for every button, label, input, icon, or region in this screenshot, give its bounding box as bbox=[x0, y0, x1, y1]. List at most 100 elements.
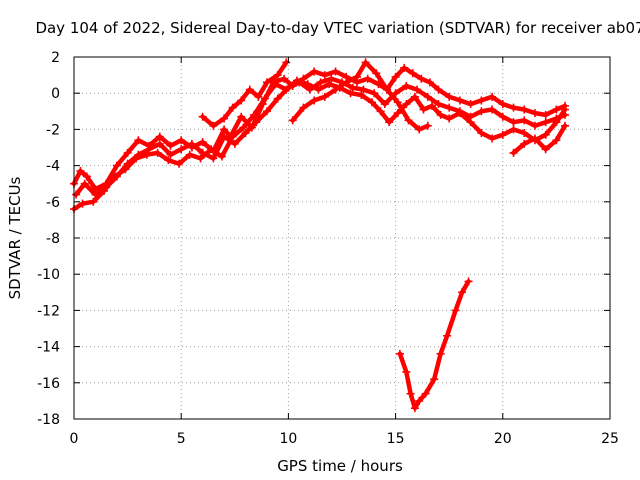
data-point-marker bbox=[445, 92, 454, 101]
y-tick-label: -4 bbox=[46, 159, 60, 175]
data-point-marker bbox=[166, 141, 175, 150]
data-point-marker bbox=[488, 105, 497, 114]
data-point-marker bbox=[520, 139, 529, 148]
x-tick-label: 15 bbox=[387, 431, 405, 447]
data-point-marker bbox=[466, 118, 475, 127]
data-point-marker bbox=[175, 159, 184, 168]
data-point-marker bbox=[520, 129, 529, 138]
data-point-marker bbox=[509, 125, 518, 134]
data-point-marker bbox=[541, 110, 550, 119]
data-point-marker bbox=[383, 85, 392, 94]
data-point-marker bbox=[331, 67, 340, 76]
data-point-marker bbox=[134, 136, 143, 145]
data-point-marker bbox=[164, 156, 173, 165]
x-axis-label: GPS time / hours bbox=[277, 457, 403, 475]
data-point-marker bbox=[327, 74, 336, 83]
data-point-marker bbox=[415, 125, 424, 134]
data-point-marker bbox=[445, 103, 454, 112]
data-point-marker bbox=[254, 92, 263, 101]
data-traces bbox=[70, 58, 569, 413]
data-point-marker bbox=[395, 349, 404, 358]
data-point-marker bbox=[368, 98, 377, 107]
data-point-marker bbox=[292, 76, 301, 85]
data-point-marker bbox=[402, 367, 411, 376]
data-point-marker bbox=[410, 404, 419, 413]
data-point-marker bbox=[361, 58, 370, 67]
data-point-marker bbox=[404, 116, 413, 125]
data-point-marker bbox=[196, 154, 205, 163]
data-point-marker bbox=[415, 396, 424, 405]
data-point-marker bbox=[530, 134, 539, 143]
data-point-marker bbox=[76, 167, 85, 176]
x-tick-label: 25 bbox=[601, 431, 619, 447]
data-point-marker bbox=[541, 145, 550, 154]
data-point-marker bbox=[402, 100, 411, 109]
data-point-marker bbox=[282, 85, 291, 94]
data-point-marker bbox=[552, 136, 561, 145]
series-line bbox=[200, 60, 289, 129]
data-point-marker bbox=[239, 123, 248, 132]
data-point-marker bbox=[271, 80, 280, 89]
data-point-marker bbox=[451, 306, 460, 315]
data-point-marker bbox=[342, 78, 351, 87]
data-point-marker bbox=[498, 130, 507, 139]
data-point-marker bbox=[359, 85, 368, 94]
data-point-marker bbox=[419, 105, 428, 114]
data-point-marker bbox=[123, 148, 132, 157]
data-point-marker bbox=[299, 103, 308, 112]
data-point-marker bbox=[110, 172, 119, 181]
data-point-marker bbox=[560, 105, 569, 114]
data-point-marker bbox=[187, 139, 196, 148]
data-point-marker bbox=[417, 74, 426, 83]
data-point-marker bbox=[220, 132, 229, 141]
x-tick-label: 10 bbox=[279, 431, 297, 447]
data-point-marker bbox=[217, 152, 226, 161]
x-tick-label: 0 bbox=[70, 431, 79, 447]
data-point-marker bbox=[121, 165, 130, 174]
data-point-marker bbox=[434, 85, 443, 94]
data-point-marker bbox=[155, 132, 164, 141]
data-point-marker bbox=[552, 118, 561, 127]
data-point-marker bbox=[153, 148, 162, 157]
data-point-marker bbox=[530, 121, 539, 130]
data-point-marker bbox=[541, 130, 550, 139]
data-point-marker bbox=[237, 112, 246, 121]
data-point-marker bbox=[541, 118, 550, 127]
data-point-marker bbox=[209, 154, 218, 163]
series-track-7 bbox=[395, 277, 473, 413]
data-point-marker bbox=[145, 145, 154, 154]
y-tick-label: -8 bbox=[46, 231, 60, 247]
data-point-marker bbox=[353, 72, 362, 81]
data-point-marker bbox=[331, 85, 340, 94]
data-point-marker bbox=[348, 83, 357, 92]
data-point-marker bbox=[177, 145, 186, 154]
data-point-marker bbox=[436, 349, 445, 358]
data-point-marker bbox=[220, 114, 229, 123]
data-point-marker bbox=[166, 150, 175, 159]
data-point-marker bbox=[228, 103, 237, 112]
data-point-marker bbox=[80, 179, 89, 188]
data-point-marker bbox=[477, 96, 486, 105]
data-point-marker bbox=[220, 125, 229, 134]
x-tick-label: 20 bbox=[494, 431, 512, 447]
data-point-marker bbox=[370, 89, 379, 98]
data-point-marker bbox=[560, 121, 569, 130]
y-tick-label: -12 bbox=[37, 303, 60, 319]
data-point-marker bbox=[430, 375, 439, 384]
data-point-marker bbox=[509, 118, 518, 127]
series-track-6 bbox=[288, 58, 432, 134]
data-point-marker bbox=[406, 389, 415, 398]
data-point-marker bbox=[273, 94, 282, 103]
data-point-marker bbox=[413, 85, 422, 94]
y-tick-label: -2 bbox=[46, 122, 60, 138]
data-point-marker bbox=[237, 96, 246, 105]
data-point-marker bbox=[310, 67, 319, 76]
data-point-marker bbox=[408, 69, 417, 78]
data-point-marker bbox=[325, 80, 334, 89]
data-point-marker bbox=[410, 92, 419, 101]
data-point-marker bbox=[185, 150, 194, 159]
data-point-marker bbox=[393, 109, 402, 118]
data-point-marker bbox=[509, 148, 518, 157]
